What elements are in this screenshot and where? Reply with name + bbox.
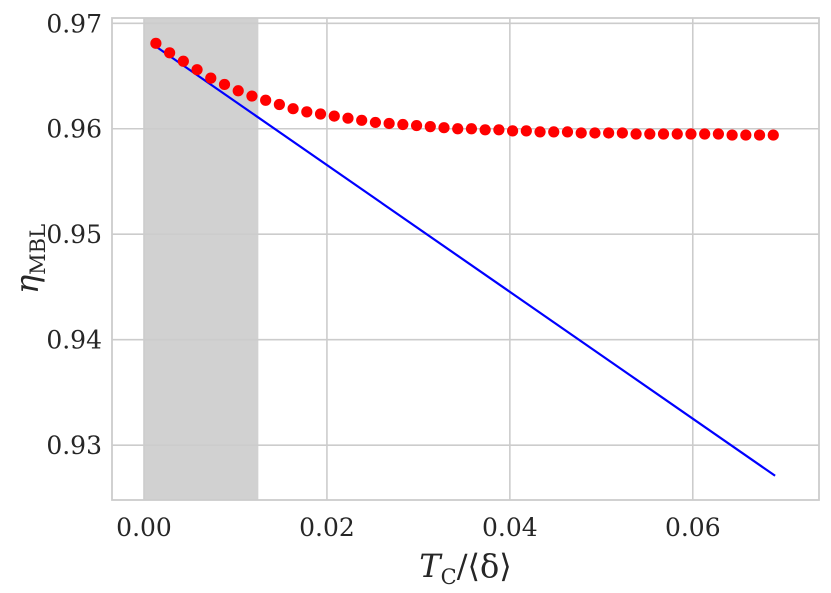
x-tick-label: 0.00	[116, 513, 172, 542]
data-point	[191, 64, 203, 76]
y-tick-label: 0.93	[46, 431, 102, 460]
data-point	[314, 108, 327, 120]
data-point	[452, 123, 464, 135]
axis-labels: 0.00 0.02 0.04 0.06 0.93 0.94 0.95 0.96 0.97 TC/⟨…	[8, 9, 721, 589]
data-point	[548, 126, 560, 138]
data-point	[383, 117, 395, 130]
x-tick-label: 0.04	[482, 513, 538, 542]
y-tick-label: 0.94	[46, 326, 102, 355]
data-point	[534, 126, 546, 138]
shaded-region	[144, 18, 259, 500]
data-point	[507, 125, 519, 137]
data-point	[301, 106, 313, 118]
series-line	[155, 45, 776, 477]
data-point	[287, 103, 299, 115]
plot-area	[111, 17, 820, 501]
data-point	[438, 122, 450, 134]
y-axis-label-sub: MBL	[26, 224, 50, 275]
data-point	[397, 118, 409, 131]
data-point	[753, 129, 766, 141]
data-point	[561, 126, 574, 138]
data-point	[164, 47, 176, 59]
data-point	[493, 124, 505, 136]
data-point	[218, 78, 231, 91]
data-point	[589, 127, 601, 139]
data-point	[699, 128, 711, 140]
y-axis-label-main: η	[8, 275, 46, 294]
data-point	[177, 55, 189, 67]
data-point	[630, 128, 642, 140]
data-point	[712, 128, 724, 140]
plot-frame	[111, 17, 820, 501]
y-tick-label: 0.95	[46, 220, 102, 249]
data-point	[616, 127, 628, 139]
data-point	[150, 37, 162, 49]
y-tick-label: 0.97	[46, 9, 102, 38]
data-point	[767, 129, 779, 141]
data-point	[685, 128, 697, 140]
y-axis-label: ηMBL	[8, 224, 50, 294]
data-point	[246, 90, 258, 102]
data-point	[369, 116, 382, 129]
data-point	[644, 128, 656, 140]
data-point	[424, 121, 436, 133]
x-axis-label: TC/⟨δ⟩	[419, 547, 511, 589]
y-tick-label: 0.96	[46, 115, 102, 144]
data-point	[740, 129, 752, 141]
data-point	[603, 127, 615, 139]
data-point	[232, 85, 244, 97]
data-point	[410, 119, 423, 132]
x-tick-label: 0.02	[299, 513, 355, 542]
data-point	[726, 129, 738, 141]
x-axis-label-main: T	[419, 547, 443, 585]
data-point	[520, 125, 532, 137]
data-point	[479, 124, 491, 136]
data-point	[657, 128, 670, 140]
data-point	[356, 114, 368, 126]
data-point	[260, 94, 272, 106]
data-point	[465, 123, 478, 135]
data-point	[205, 72, 217, 84]
data-point	[671, 128, 683, 140]
x-axis-label-rest: /⟨δ⟩	[457, 547, 512, 585]
data-point	[342, 112, 354, 124]
x-tick-label: 0.06	[665, 513, 721, 542]
data-point	[273, 98, 285, 111]
x-axis-label-sub: C	[441, 565, 457, 589]
data-point	[328, 110, 340, 122]
data-point	[575, 127, 587, 139]
